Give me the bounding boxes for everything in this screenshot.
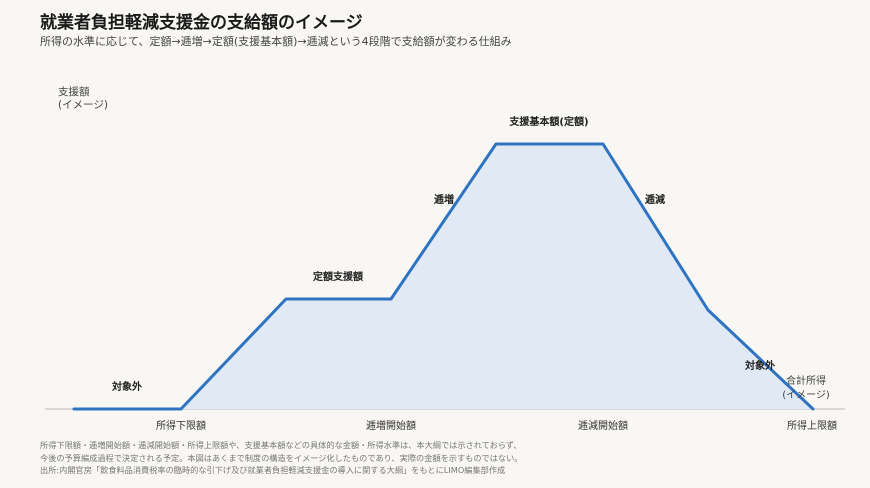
label-decreasing: 逓減 [644, 193, 665, 206]
y-axis-label: 支援額 (イメージ) [58, 86, 108, 112]
x-tick-decrease-start: 逓減開始額 [578, 419, 628, 432]
label-excluded-right: 対象外 [744, 359, 775, 372]
support-amount-line [72, 142, 815, 411]
footnote-line1: 所得下限額・逓増開始額・逓減開始額・所得上限額や、支援基本額などの具体的な金額・… [40, 440, 522, 450]
x-axis-label-line2: (イメージ) [782, 390, 830, 401]
support-area-fill [181, 144, 813, 409]
label-excluded-left: 対象外 [111, 380, 142, 393]
label-fixed-support: 定額支援額 [313, 270, 363, 283]
page-title: 就業者負担軽減支援金の支給額のイメージ [40, 13, 363, 33]
y-axis-label-line2: (イメージ) [58, 99, 108, 111]
x-tick-increase-start: 逓増開始額 [366, 419, 416, 432]
x-axis-label-line1: 合計所得 [786, 374, 826, 387]
footnote-source: 出所:内閣官房「飲食料品消費税率の臨時的な引下げ及び就業者負担軽減支援金の導入に… [40, 465, 506, 475]
label-increasing: 逓増 [433, 193, 454, 206]
footnote: 所得下限額・逓増開始額・逓減開始額・所得上限額や、支援基本額などの具体的な金額・… [40, 439, 523, 477]
x-tick-lower-limit: 所得下限額 [156, 419, 206, 432]
y-axis-label-line1: 支援額 [58, 86, 90, 98]
x-tick-upper-limit: 所得上限額 [787, 419, 837, 432]
page-subtitle: 所得の水準に応じて、定額→逓増→定額(支援基本額)→逓減という4段階で支給額が変… [40, 35, 512, 48]
label-basic-support: 支援基本額(定額) [508, 115, 588, 128]
footnote-line2: 今後の予算編成過程で決定される予定。本図はあくまで制度の構造をイメージ化したもの… [40, 452, 523, 463]
